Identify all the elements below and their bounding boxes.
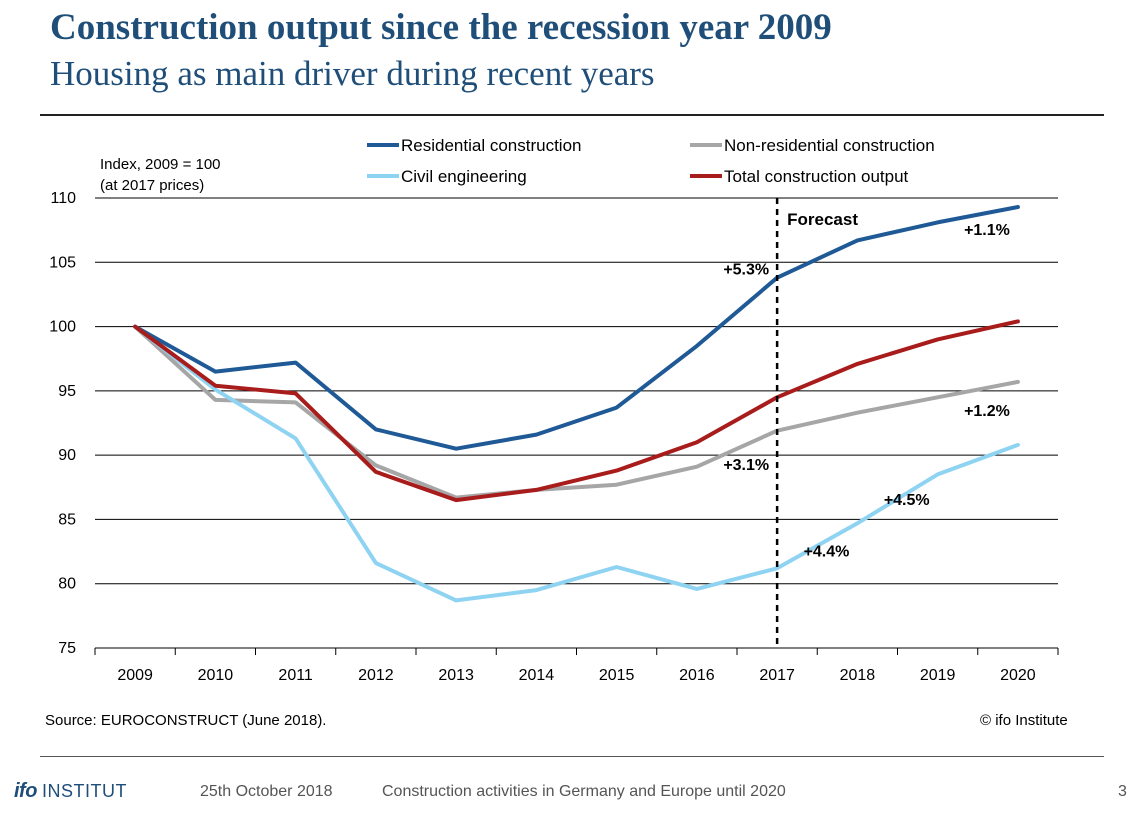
x-tick-label: 2010 [198, 667, 234, 684]
data-labels: +5.3% +1.1% +1.2% +3.1% +4.5% +4.4% [723, 222, 1010, 560]
legend-label: Total construction output [724, 167, 909, 186]
x-tick-label: 2012 [358, 667, 394, 684]
y-tick-label: 75 [58, 640, 76, 657]
x-tick-label: 2013 [438, 667, 474, 684]
logo-ifo-text: ifo [14, 780, 37, 802]
forecast-marker: Forecast [775, 198, 858, 648]
y-tick-label: 90 [58, 447, 76, 464]
grid-lines [95, 197, 1058, 585]
legend-label: Residential construction [401, 136, 581, 155]
y-tick-label: 110 [50, 190, 76, 207]
x-tick-label: 2020 [1000, 667, 1036, 684]
y-axis-label-note: (at 2017 prices) [100, 177, 204, 194]
y-tick-label: 85 [58, 511, 76, 528]
x-tick-label: 2009 [117, 667, 153, 684]
series-line [133, 205, 1020, 451]
x-tick-label: 2018 [840, 667, 876, 684]
page-title: Construction output since the recession … [50, 7, 832, 48]
series-line [133, 324, 1020, 603]
data-label: +4.5% [884, 492, 930, 509]
x-tick-label: 2019 [920, 667, 956, 684]
series-line [133, 324, 1020, 500]
data-label: +1.1% [964, 222, 1010, 239]
data-label: +1.2% [964, 403, 1010, 420]
legend-label: Civil engineering [401, 167, 527, 186]
ifo-logo: ifo INSTITUT [14, 780, 127, 803]
footer-date: 25th October 2018 [200, 783, 333, 800]
axes: 75 80 85 90 95 100 105 110 2009 2010 2011 2012 2013 2… [49, 190, 1059, 684]
footer-topic: Construction activities in Germany and E… [382, 783, 786, 800]
y-tick-label: 100 [49, 319, 76, 336]
footer-divider [40, 756, 1104, 757]
source-note: Source: EUROCONSTRUCT (June 2018). [45, 712, 327, 729]
logo-institut-text: INSTITUT [42, 781, 127, 801]
x-tick-label: 2014 [519, 667, 555, 684]
x-tick-label: 2015 [599, 667, 635, 684]
data-label: +4.4% [804, 543, 850, 560]
y-tick-label: 80 [58, 576, 76, 593]
series-lines [133, 205, 1020, 603]
x-tick-label: 2016 [679, 667, 715, 684]
forecast-label: Forecast [787, 210, 858, 229]
top-divider [40, 114, 1104, 116]
series-line [133, 319, 1020, 503]
x-tick-label: 2011 [278, 667, 313, 684]
legend-label: Non-residential construction [724, 136, 935, 155]
y-tick-label: 105 [49, 254, 76, 271]
y-tick-label: 95 [58, 383, 76, 400]
page-number: 3 [1118, 783, 1127, 800]
chart-legend: Residential construction Non-residential … [367, 136, 935, 186]
data-label: +3.1% [723, 457, 769, 474]
copyright-note: © ifo Institute [980, 712, 1068, 729]
data-label: +5.3% [723, 262, 769, 279]
x-tick-label: 2017 [759, 667, 795, 684]
line-chart: 75 80 85 90 95 100 105 110 2009 2010 2011 2012 2013 2… [49, 136, 1059, 684]
page-subtitle: Housing as main driver during recent yea… [50, 54, 655, 93]
y-axis-label: Index, 2009 = 100 [100, 156, 221, 173]
